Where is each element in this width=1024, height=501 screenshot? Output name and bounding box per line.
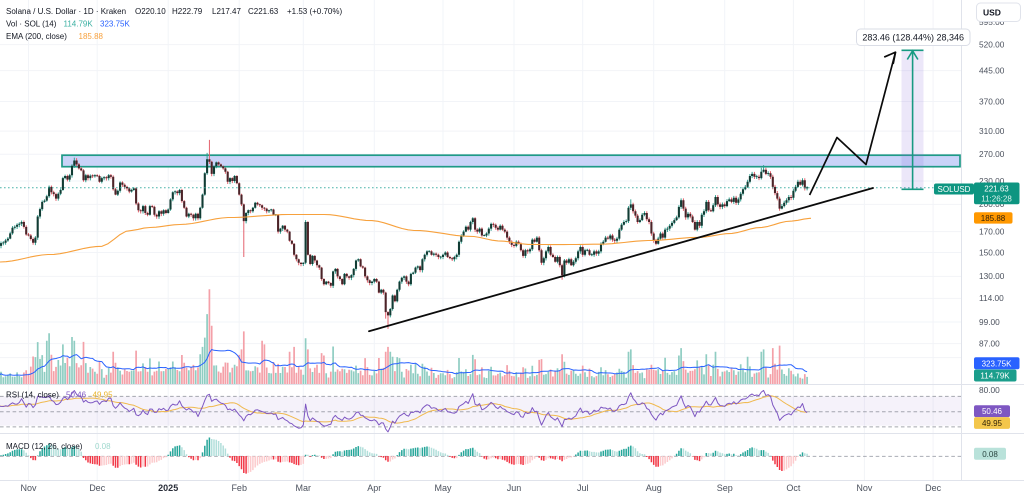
svg-text:Mar: Mar xyxy=(296,483,312,493)
svg-text:Sep: Sep xyxy=(717,483,733,493)
svg-text:49.95: 49.95 xyxy=(982,419,1003,428)
svg-text:283.46 (128.44%) 28,346: 283.46 (128.44%) 28,346 xyxy=(862,33,964,43)
svg-text:2025: 2025 xyxy=(158,483,178,493)
svg-text:99.00: 99.00 xyxy=(979,317,1000,327)
svg-text:370.00: 370.00 xyxy=(979,96,1005,106)
svg-text:87.00: 87.00 xyxy=(979,338,1000,348)
svg-text:USD: USD xyxy=(983,7,1001,17)
svg-text:Jun: Jun xyxy=(507,483,522,493)
svg-text:Apr: Apr xyxy=(367,483,381,493)
svg-text:520.00: 520.00 xyxy=(979,39,1005,49)
svg-text:230.00: 230.00 xyxy=(979,176,1005,186)
svg-text:Feb: Feb xyxy=(231,483,247,493)
svg-text:323.75K: 323.75K xyxy=(982,359,1012,368)
svg-text:11:26:28: 11:26:28 xyxy=(981,195,1012,204)
svg-text:EMA (200, close)185.88: EMA (200, close) 185.88 xyxy=(6,32,104,41)
svg-text:Solana / U.S. Dollar · 1D · Kr: Solana / U.S. Dollar · 1D · Kraken O220.1… xyxy=(6,7,342,16)
svg-text:MACD (12, 26, close)0.08: MACD (12, 26, close) 0.08 xyxy=(6,442,111,451)
svg-text:114.79K: 114.79K xyxy=(980,372,1010,381)
svg-text:Dec: Dec xyxy=(89,483,106,493)
svg-text:Oct: Oct xyxy=(786,483,801,493)
svg-text:80.00: 80.00 xyxy=(979,385,1000,395)
svg-text:Jul: Jul xyxy=(577,483,589,493)
svg-text:Nov: Nov xyxy=(20,483,37,493)
svg-text:114.00: 114.00 xyxy=(979,293,1004,303)
svg-text:0.08: 0.08 xyxy=(982,450,998,459)
svg-text:170.00: 170.00 xyxy=(979,226,1005,236)
svg-text:310.00: 310.00 xyxy=(979,126,1005,136)
svg-text:445.00: 445.00 xyxy=(979,65,1005,75)
svg-text:Dec: Dec xyxy=(925,483,942,493)
svg-text:221.63: 221.63 xyxy=(984,184,1009,193)
svg-text:May: May xyxy=(434,483,452,493)
svg-text:185.88: 185.88 xyxy=(981,214,1006,223)
svg-text:Aug: Aug xyxy=(646,483,662,493)
svg-text:150.00: 150.00 xyxy=(979,247,1005,257)
svg-text:SOLUSD: SOLUSD xyxy=(938,185,971,194)
svg-text:Nov: Nov xyxy=(856,483,873,493)
svg-text:130.00: 130.00 xyxy=(979,271,1005,281)
svg-text:50.46: 50.46 xyxy=(982,407,1003,416)
svg-text:270.00: 270.00 xyxy=(979,149,1005,159)
